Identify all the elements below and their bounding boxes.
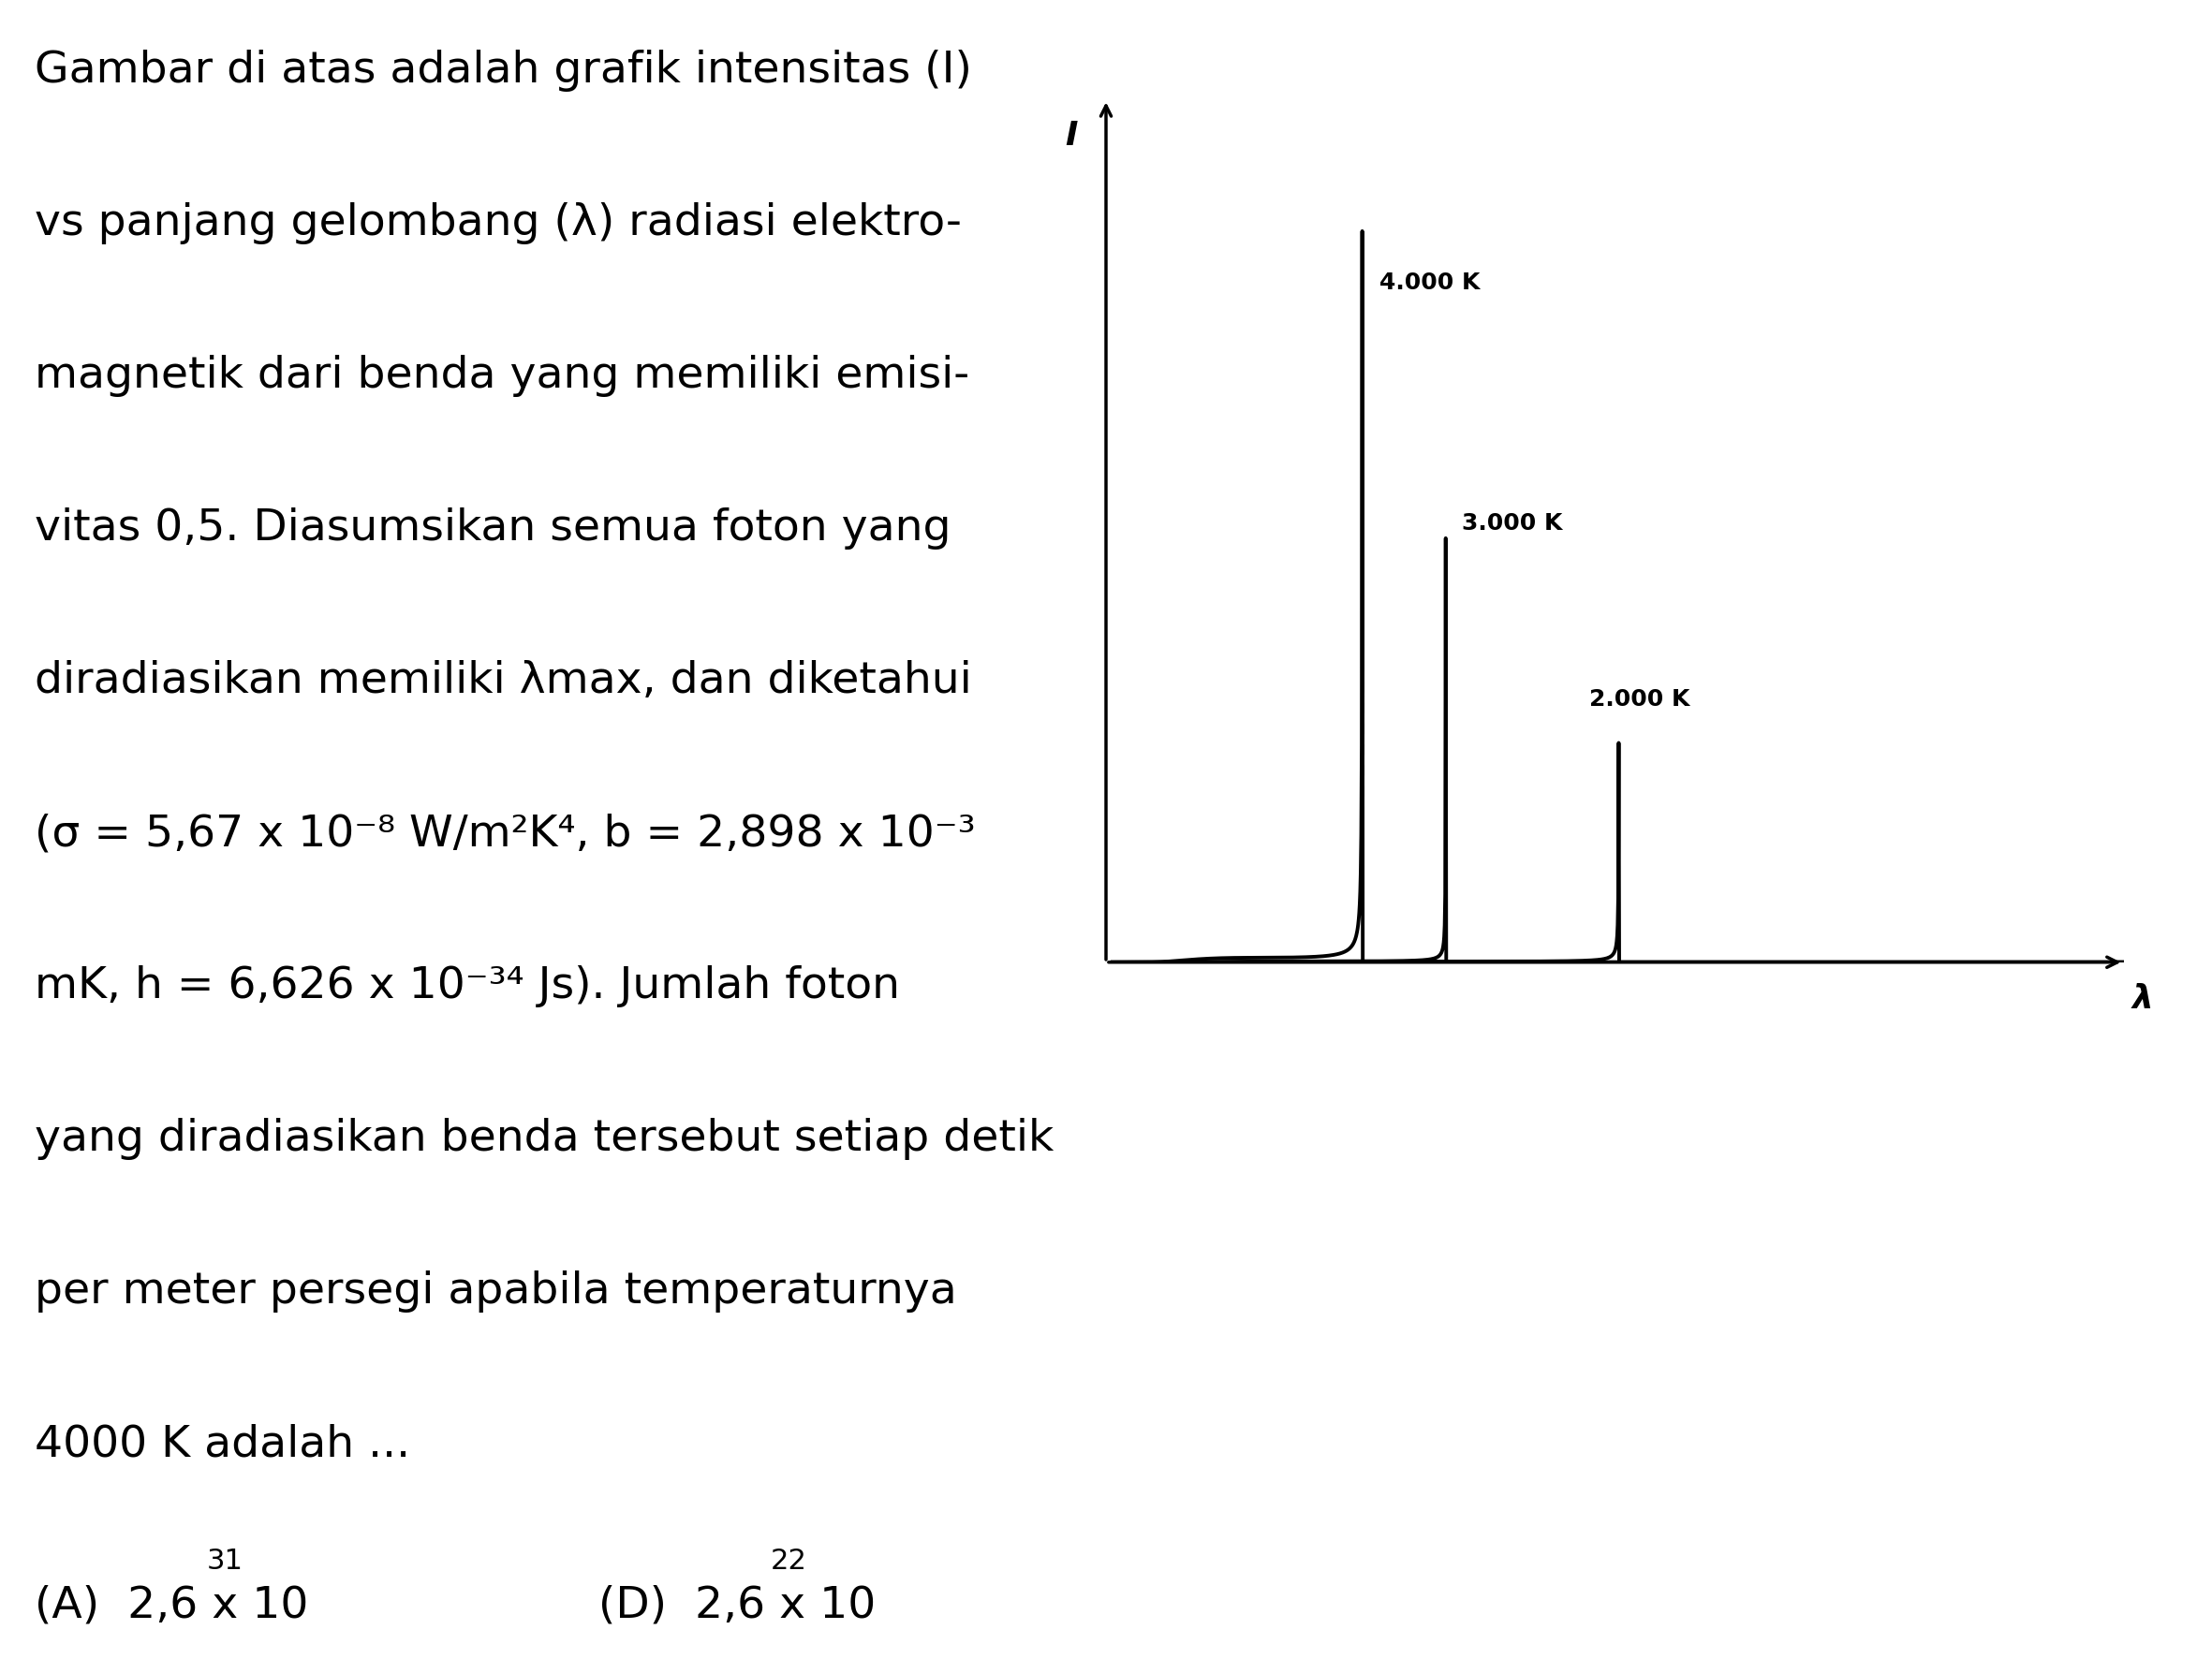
Text: (A)  2,6 x 10: (A) 2,6 x 10 — [35, 1584, 307, 1626]
Text: yang diradiasikan benda tersebut setiap detik: yang diradiasikan benda tersebut setiap … — [35, 1118, 1053, 1160]
Text: mK, h = 6,626 x 10⁻³⁴ Js). Jumlah foton: mK, h = 6,626 x 10⁻³⁴ Js). Jumlah foton — [35, 966, 900, 1007]
Text: 4000 K adalah ...: 4000 K adalah ... — [35, 1423, 409, 1465]
Text: vitas 0,5. Diasumsikan semua foton yang: vitas 0,5. Diasumsikan semua foton yang — [35, 508, 951, 549]
Text: per meter persegi apabila temperaturnya: per meter persegi apabila temperaturnya — [35, 1271, 958, 1312]
Text: λ: λ — [2132, 982, 2152, 1015]
Text: (D)  2,6 x 10: (D) 2,6 x 10 — [597, 1584, 876, 1626]
Text: 31: 31 — [206, 1548, 243, 1574]
Text: 22: 22 — [770, 1548, 807, 1574]
Text: 3.000 K: 3.000 K — [1462, 513, 1562, 534]
Text: diradiasikan memiliki λmax, dan diketahui: diradiasikan memiliki λmax, dan diketahu… — [35, 660, 971, 702]
Text: 2.000 K: 2.000 K — [1588, 688, 1690, 710]
Text: Gambar di atas adalah grafik intensitas (I): Gambar di atas adalah grafik intensitas … — [35, 50, 971, 91]
Text: 4.000 K: 4.000 K — [1380, 270, 1480, 294]
Text: (σ = 5,67 x 10⁻⁸ W/m²K⁴, b = 2,898 x 10⁻³: (σ = 5,67 x 10⁻⁸ W/m²K⁴, b = 2,898 x 10⁻… — [35, 813, 975, 854]
Text: vs panjang gelombang (λ) radiasi elektro-: vs panjang gelombang (λ) radiasi elektro… — [35, 202, 962, 244]
Text: magnetik dari benda yang memiliki emisi-: magnetik dari benda yang memiliki emisi- — [35, 355, 969, 397]
Text: I: I — [1064, 119, 1077, 153]
